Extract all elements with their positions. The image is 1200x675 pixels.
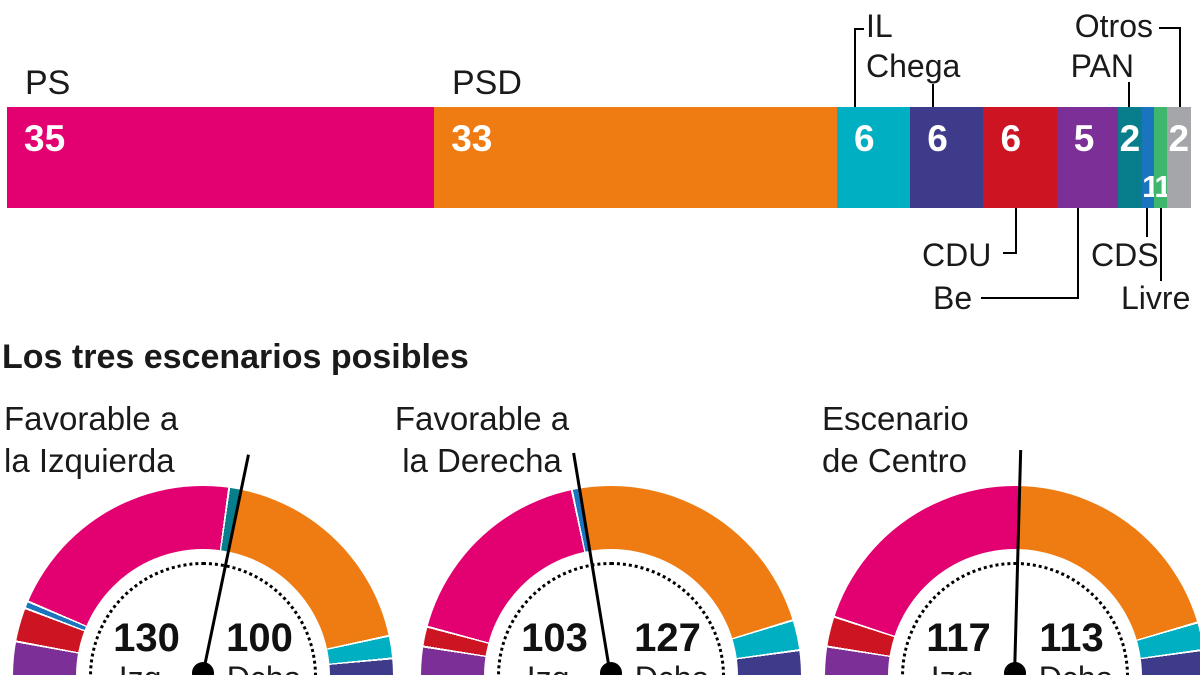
bar-segment-value: 33 [451, 118, 493, 159]
callout-line-cds [1146, 208, 1148, 237]
bar-segment-value: 1 [1154, 169, 1172, 204]
bar-segment-psd: 33 [434, 107, 837, 208]
gauge-left-total: 103 [521, 616, 588, 660]
callout-label-livre: Livre [1121, 280, 1191, 316]
callout-label-cds: CDS [1091, 237, 1159, 273]
callout-label-cdu: CDU [922, 237, 992, 273]
subtitle-line: de Centro [822, 442, 967, 479]
gauge-needle-pivot [1004, 662, 1026, 675]
gauge-subtitle-izquierda: Favorable a la Izquierda [4, 398, 178, 482]
callout-line-il [854, 28, 864, 30]
bar-segment-value: 2 [1168, 118, 1190, 159]
subtitle-line: Escenario [822, 400, 969, 437]
bar-segment-value: 1 [1142, 169, 1160, 204]
subtitle-line: Favorable a [4, 400, 179, 437]
callout-line-il [854, 28, 856, 107]
bar-segment-il: 6 [837, 107, 911, 208]
party-label-psd: PSD [452, 64, 522, 102]
callout-line-otros [1179, 27, 1181, 107]
gauge-right-label: Dcha. [624, 662, 729, 675]
bar-segment-cds: 1 [1142, 107, 1160, 208]
seat-bar: 35 33 6 6 6 5 2 1 1 2 [7, 107, 1191, 208]
callout-label-be: Be [933, 280, 973, 316]
subtitle-line: Favorable a [394, 400, 570, 437]
party-label-ps: PS [25, 64, 71, 102]
callout-line-chega [932, 84, 934, 107]
gauge-right-total: 100 [226, 616, 293, 660]
gauge-needle-pivot [192, 662, 214, 675]
bar-segment-value: 2 [1119, 118, 1141, 159]
gauge-izquierda: 130 100 Izq. Dcha. [13, 454, 393, 675]
gauge-left-label: Izq. [97, 662, 192, 675]
gauge-right-total: 127 [634, 616, 701, 660]
bar-segment-otros: 2 [1166, 107, 1191, 208]
callout-line-be [1077, 208, 1079, 299]
gauge-subtitle-centro: Escenario de Centro [822, 398, 969, 482]
subtitle-line: la Izquierda [4, 442, 175, 479]
gauge-subtitle-derecha: Favorable a la Derecha [383, 398, 581, 482]
bar-segment-cdu: 6 [983, 107, 1057, 208]
callout-line-otros [1159, 27, 1181, 29]
callout-line-be [981, 297, 1079, 299]
gauge-right-total: 113 [1039, 616, 1104, 660]
bar-segment-value: 6 [854, 118, 875, 159]
gauge-centro: 117 113 Izq. Dcha. [825, 450, 1200, 675]
gauge-left-total: 130 [113, 616, 180, 660]
gauge-left-total: 117 [926, 616, 991, 660]
gauge-derecha: 103 127 Izq. Dcha. [421, 452, 801, 675]
bar-segment-value: 6 [927, 118, 948, 159]
callout-label-pan: PAN [1070, 48, 1134, 84]
callout-label-otros: Otros [1074, 8, 1153, 44]
gauge-needle-pivot [600, 662, 622, 675]
callout-label-il: IL [866, 8, 893, 44]
callout-label-chega: Chega [866, 48, 961, 84]
bar-segment-ps: 35 [7, 107, 435, 208]
bar-segment-pan: 2 [1117, 107, 1143, 208]
gauge-right-label: Dcha. [216, 662, 321, 675]
bar-segment-value: 6 [1000, 118, 1022, 159]
callout-line-cdu [1015, 208, 1017, 254]
bar-segment-value: 5 [1073, 118, 1095, 159]
gauge-left-label: Izq. [909, 662, 1004, 675]
subtitle-line: la Derecha [402, 442, 562, 479]
bar-segment-chega: 6 [910, 107, 984, 208]
section-title: Los tres escenarios posibles [2, 338, 469, 376]
gauge-right-label: Dcha. [1028, 662, 1133, 675]
callout-line-livre [1160, 208, 1162, 281]
bar-segment-value: 35 [24, 118, 66, 159]
callout-line-cdu [1003, 252, 1017, 254]
gauge-left-label: Izq. [505, 662, 600, 675]
bar-segment-be: 5 [1056, 107, 1118, 208]
bar-segment-livre: 1 [1154, 107, 1172, 208]
callout-line-pan [1128, 82, 1130, 107]
